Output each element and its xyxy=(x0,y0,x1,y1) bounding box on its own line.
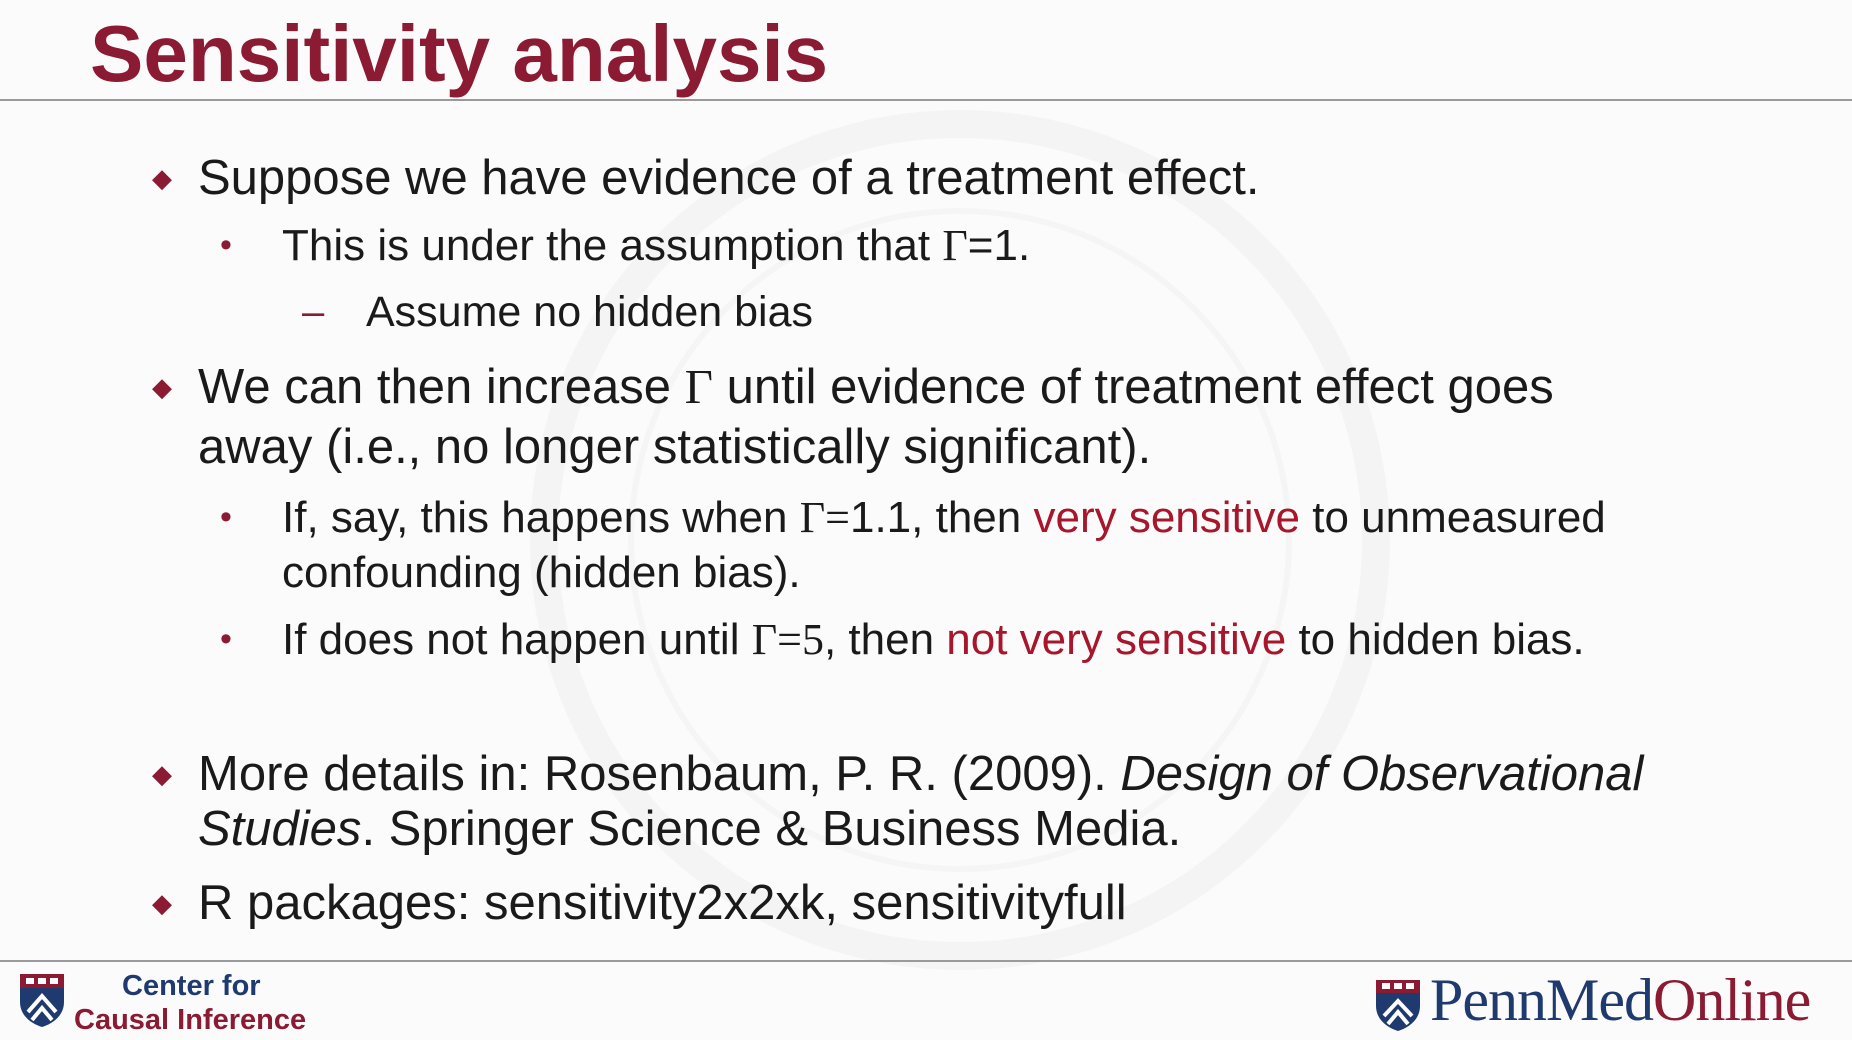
dot-bullet-icon: • xyxy=(220,498,232,536)
diamond-bullet-icon: ◆ xyxy=(152,372,172,402)
bullet-2-sub-1: • If, say, this happens when Γ=1.1, then… xyxy=(220,490,1606,600)
footer-divider xyxy=(0,960,1852,962)
highlight-text: not very sensitive xyxy=(946,615,1287,664)
center-for-causal-inference-logo: Center for Causal Inference xyxy=(18,970,338,1036)
bullet-2-sub-2: • If does not happen until Γ=5, then not… xyxy=(220,612,1585,667)
bullet-1: ◆ Suppose we have evidence of a treatmen… xyxy=(152,148,1259,208)
diamond-bullet-icon: ◆ xyxy=(152,163,172,193)
dot-bullet-icon: • xyxy=(220,226,232,264)
pennmedonline-logo: PennMedOnline xyxy=(1374,967,1844,1036)
dot-bullet-icon: • xyxy=(220,620,232,658)
footer-text-line-2: Causal Inference xyxy=(74,1004,307,1036)
highlight-text: very sensitive xyxy=(1033,493,1301,542)
penn-shield-icon xyxy=(20,974,64,1027)
penn-shield-icon xyxy=(1376,980,1420,1031)
dash-bullet-icon: – xyxy=(302,290,325,334)
logo-text-online: Online xyxy=(1652,967,1811,1033)
diamond-bullet-icon: ◆ xyxy=(152,888,172,918)
logo-text-penn: Penn xyxy=(1430,967,1547,1033)
bullet-4: ◆ R packages: sensitivity2x2xk, sensitiv… xyxy=(152,873,1127,933)
footer-text-line-1: Center for xyxy=(122,970,261,1002)
bullet-2: ◆ We can then increase Γ until evidence … xyxy=(152,359,1554,474)
bullet-1-sub-1-dash-1: – Assume no hidden bias xyxy=(302,285,813,340)
bullet-3: ◆ More details in: Rosenbaum, P. R. (200… xyxy=(152,747,1644,856)
slide-title: Sensitivity analysis xyxy=(90,9,829,98)
logo-text-med: Med xyxy=(1546,967,1654,1033)
diamond-bullet-icon: ◆ xyxy=(152,759,172,789)
bullet-1-sub-1: • This is under the assumption that Γ=1. xyxy=(220,218,1030,273)
title-divider xyxy=(0,99,1852,101)
